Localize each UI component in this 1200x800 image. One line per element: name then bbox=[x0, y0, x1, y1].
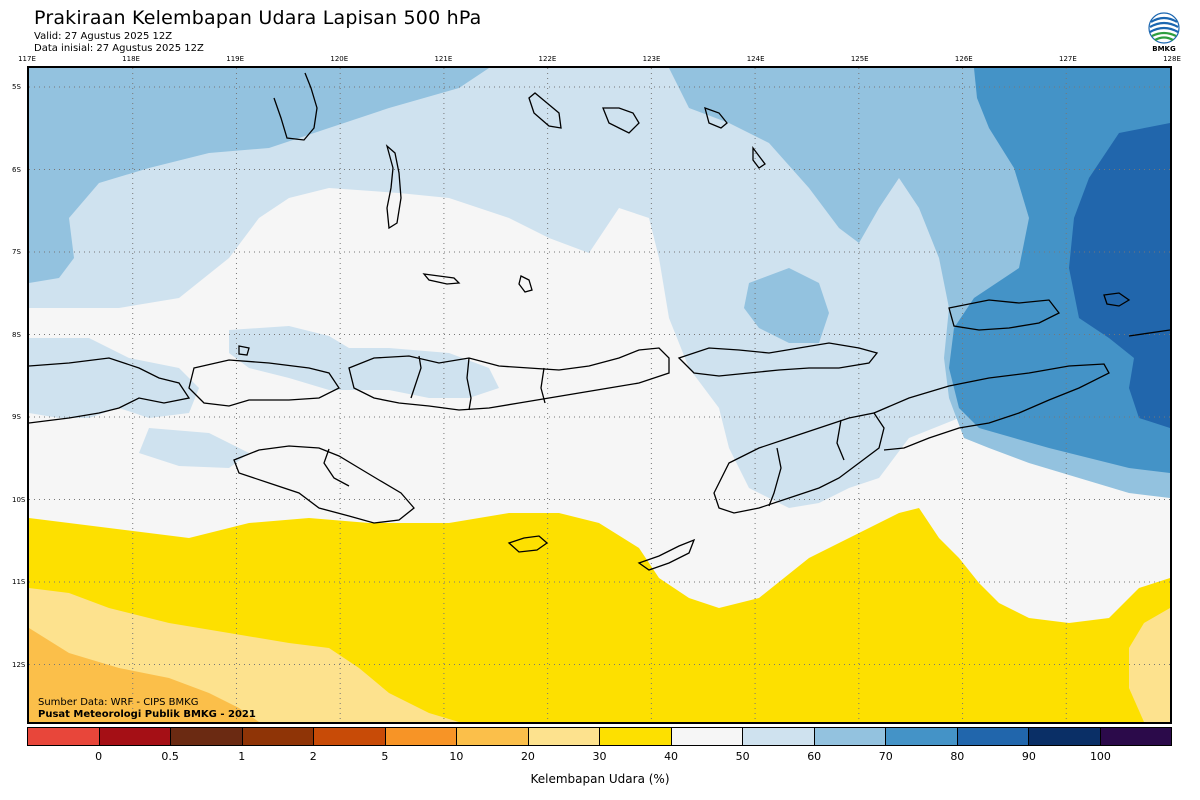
colorbar-tick-label: 1 bbox=[238, 750, 246, 763]
colorbar bbox=[27, 727, 1172, 746]
colorbar-tick-label: 60 bbox=[807, 750, 822, 763]
humidity-map[interactable] bbox=[27, 66, 1172, 724]
coastlines bbox=[29, 72, 1170, 571]
latitude-label: 12S bbox=[12, 660, 26, 669]
colorbar-segment bbox=[314, 728, 386, 745]
colorbar-tick-label: 20 bbox=[520, 750, 535, 763]
colorbar-segment bbox=[528, 728, 600, 745]
longitude-label: 126E bbox=[954, 55, 973, 63]
latitude-label: 5S bbox=[12, 83, 21, 91]
colorbar-tick-label: 100 bbox=[1089, 750, 1111, 763]
colorbar-tick-label: 10 bbox=[449, 750, 464, 763]
colorbar-segment bbox=[743, 728, 815, 745]
colorbar-segment bbox=[385, 728, 457, 745]
colorbar-tick-label: 70 bbox=[878, 750, 893, 763]
data-source: Sumber Data: WRF - CIPS BMKG bbox=[38, 697, 199, 708]
colorbar-segment bbox=[171, 728, 243, 745]
humidity-60-patch-south bbox=[139, 428, 249, 468]
colorbar-segment bbox=[1029, 728, 1101, 745]
organization-credit: Pusat Meteorologi Publik BMKG - 2021 bbox=[38, 709, 256, 720]
longitude-label: 125E bbox=[850, 55, 869, 63]
longitude-label: 117E bbox=[18, 55, 36, 63]
humidity-20-region-southwest bbox=[29, 628, 259, 722]
colorbar-segment bbox=[1100, 728, 1171, 745]
colorbar-tick-label: 0 bbox=[95, 750, 103, 763]
longitude-label: 128E bbox=[1163, 55, 1181, 63]
longitude-label: 123E bbox=[642, 55, 661, 63]
colorbar-segment bbox=[671, 728, 743, 745]
colorbar-segment bbox=[242, 728, 314, 745]
map-canvas bbox=[29, 68, 1170, 722]
colorbar-segment bbox=[99, 728, 171, 745]
colorbar-segment bbox=[600, 728, 672, 745]
valid-time: Valid: 27 Agustus 2025 12Z bbox=[34, 31, 173, 42]
latitude-label: 9S bbox=[12, 413, 21, 421]
longitude-label: 127E bbox=[1059, 55, 1077, 63]
logo-label: BMKG bbox=[1152, 45, 1176, 53]
colorbar-segment bbox=[457, 728, 529, 745]
latitude-label: 6S bbox=[12, 165, 21, 174]
longitude-label: 122E bbox=[538, 55, 557, 63]
latitude-label: 7S bbox=[12, 248, 21, 256]
humidity-90-region-east bbox=[1069, 123, 1170, 428]
humidity-70-patch-flores-sea bbox=[744, 268, 829, 343]
colorbar-segment bbox=[28, 728, 100, 745]
colorbar-segment bbox=[957, 728, 1029, 745]
longitude-label: 120E bbox=[330, 55, 349, 63]
graticule bbox=[29, 68, 1170, 722]
latitude-label: 11S bbox=[12, 578, 26, 586]
humidity-60-patch-west bbox=[29, 338, 199, 418]
colorbar-tick-label: 2 bbox=[309, 750, 317, 763]
humidity-70-region-northwest bbox=[29, 68, 489, 283]
colorbar-segment bbox=[814, 728, 886, 745]
colorbar-segment bbox=[886, 728, 958, 745]
longitude-label: 124E bbox=[746, 55, 765, 63]
map-title: Prakiraan Kelembapan Udara Lapisan 500 h… bbox=[34, 7, 482, 29]
colorbar-tick-label: 0.5 bbox=[161, 750, 179, 763]
longitude-label: 118E bbox=[122, 55, 140, 63]
colorbar-title: Kelembapan Udara (%) bbox=[530, 772, 670, 786]
colorbar-tick-label: 5 bbox=[381, 750, 389, 763]
bmkg-logo-icon bbox=[1148, 12, 1180, 44]
colorbar-tick-label: 80 bbox=[950, 750, 965, 763]
initial-data-time: Data inisial: 27 Agustus 2025 12Z bbox=[34, 43, 204, 54]
longitude-label: 119E bbox=[226, 55, 245, 63]
colorbar-tick-label: 50 bbox=[735, 750, 750, 763]
colorbar-tick-label: 40 bbox=[664, 750, 679, 763]
colorbar-tick-label: 30 bbox=[592, 750, 607, 763]
longitude-label: 121E bbox=[434, 55, 453, 63]
latitude-label: 8S bbox=[12, 330, 21, 339]
latitude-label: 10S bbox=[12, 495, 26, 504]
colorbar-tick-label: 90 bbox=[1021, 750, 1036, 763]
